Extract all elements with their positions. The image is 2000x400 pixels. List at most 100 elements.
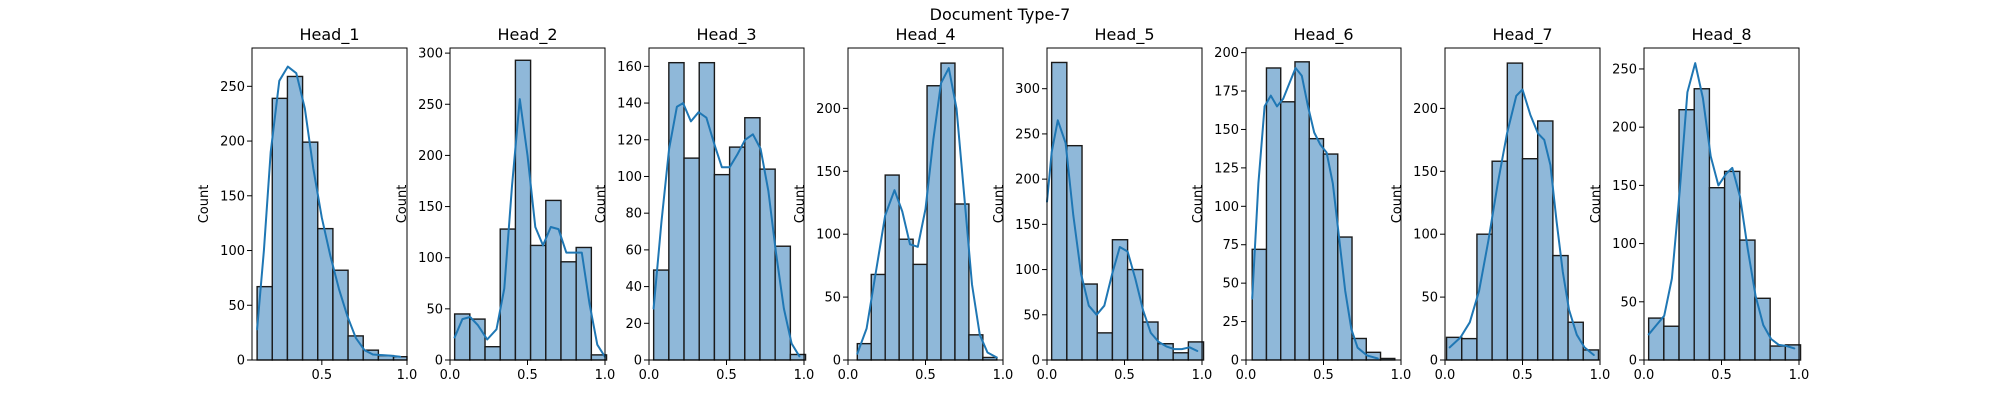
y-tick-label: 200 bbox=[418, 149, 443, 164]
histogram-bar bbox=[1111, 239, 1129, 361]
histogram-bar bbox=[1739, 239, 1756, 361]
subplot-2: Head_2 0.0 0.5 1.0 0 50 100 150 200 250 300 Count bbox=[395, 25, 615, 383]
y-tick-label: 0 bbox=[1629, 354, 1637, 369]
y-tick-label: 150 bbox=[220, 189, 245, 204]
y-tick-label: 250 bbox=[220, 80, 245, 95]
x-tick-label: 1.0 bbox=[1590, 368, 1611, 383]
histogram-bar bbox=[728, 146, 746, 361]
histogram-bar bbox=[898, 238, 914, 361]
x-tick-label: 0.0 bbox=[1435, 368, 1456, 383]
x-tick-label: 0.0 bbox=[1037, 368, 1058, 383]
x-tick-label: 0.5 bbox=[517, 368, 538, 383]
histogram-bar bbox=[514, 59, 532, 361]
histogram-bar bbox=[1476, 233, 1493, 361]
y-tick-label: 0 bbox=[634, 354, 642, 369]
kde-curve bbox=[1046, 119, 1199, 352]
histogram-bar bbox=[1142, 321, 1159, 361]
x-tick-label: 0.5 bbox=[1512, 368, 1533, 383]
x-tick-label: 0.0 bbox=[639, 368, 660, 383]
histogram-bar bbox=[347, 335, 364, 361]
histogram-bar bbox=[545, 199, 562, 361]
kde-curve bbox=[256, 65, 402, 358]
histogram-bar bbox=[1172, 352, 1190, 361]
y-tick-label: 150 bbox=[816, 165, 841, 180]
histogram-bar bbox=[1050, 61, 1068, 361]
histogram-bar bbox=[1552, 254, 1569, 361]
y-tick-label: 50 bbox=[426, 302, 443, 317]
y-tick-label: 200 bbox=[220, 135, 245, 150]
y-tick-label: 0 bbox=[1231, 354, 1239, 369]
y-tick-label: 100 bbox=[1214, 200, 1239, 215]
histogram-bar bbox=[286, 75, 304, 361]
y-tick-label: 50 bbox=[1620, 295, 1637, 310]
histogram-bar bbox=[301, 141, 319, 361]
subplot-6: Head_6 0.0 0.5 1.0 0 25 50 75 100 125 150 175 200 Cou… bbox=[1191, 25, 1411, 383]
y-tick-label: 0 bbox=[1032, 354, 1040, 369]
y-tick-label: 100 bbox=[220, 244, 245, 259]
histogram-bar bbox=[884, 174, 900, 361]
y-tick-label: 75 bbox=[1222, 238, 1239, 253]
y-tick-label: 200 bbox=[1015, 173, 1040, 188]
histogram-bar bbox=[1723, 170, 1741, 361]
y-tick-label: 120 bbox=[617, 133, 642, 148]
y-axis-label: Count bbox=[197, 185, 212, 224]
histogram-bar bbox=[1521, 158, 1539, 361]
kde-curve bbox=[453, 98, 606, 358]
histogram-bar bbox=[1280, 101, 1296, 361]
y-tick-label: 40 bbox=[625, 280, 642, 295]
y-tick-label: 0 bbox=[237, 354, 245, 369]
y-tick-label: 50 bbox=[1421, 291, 1438, 306]
y-tick-label: 150 bbox=[1015, 218, 1040, 233]
subplot-title: Head_3 bbox=[696, 25, 756, 45]
y-axis-label: Count bbox=[1191, 185, 1206, 224]
histogram-bar bbox=[332, 269, 349, 361]
y-tick-label: 200 bbox=[1413, 102, 1438, 117]
subplot-5: Head_5 0.0 0.5 1.0 0 50 100 150 200 250 300 Count bbox=[992, 25, 1212, 383]
histogram-bar bbox=[1096, 332, 1114, 361]
subplot-title: Head_6 bbox=[1293, 25, 1353, 45]
axes-frame bbox=[251, 47, 408, 361]
y-tick-label: 150 bbox=[1413, 165, 1438, 180]
histogram-bar bbox=[713, 173, 731, 361]
subplot-8: Head_8 0.0 0.5 1.0 0 50 100 150 200 250 Count bbox=[1589, 25, 1809, 383]
histogram-bar bbox=[271, 97, 289, 361]
figure-title: Document Type-7 bbox=[930, 5, 1071, 24]
panels: Head_10.5 1.0050100150200250CountHead_20.… bbox=[197, 25, 1809, 383]
y-axis-label: Count bbox=[793, 185, 808, 224]
y-tick-label: 200 bbox=[816, 102, 841, 117]
kde-curve bbox=[1251, 67, 1379, 360]
y-tick-label: 160 bbox=[617, 60, 642, 75]
y-axis-label: Count bbox=[1589, 185, 1604, 224]
y-axis-label: Count bbox=[992, 185, 1007, 224]
histogram-bar bbox=[484, 346, 501, 361]
y-tick-label: 50 bbox=[228, 299, 245, 314]
x-tick-label: 1.0 bbox=[794, 368, 815, 383]
y-tick-label: 100 bbox=[418, 251, 443, 266]
histogram-bar bbox=[560, 261, 577, 361]
histogram-bar bbox=[1769, 345, 1787, 361]
y-tick-label: 80 bbox=[625, 207, 642, 222]
histogram-bar bbox=[940, 62, 956, 361]
subplot-7: Head_7 0.0 0.5 1.0 0 50 100 150 200 Count bbox=[1390, 25, 1610, 383]
x-tick-label: 1.0 bbox=[595, 368, 616, 383]
y-tick-label: 150 bbox=[1214, 123, 1239, 138]
x-tick-label: 0.0 bbox=[838, 368, 859, 383]
y-tick-label: 0 bbox=[833, 354, 841, 369]
y-axis-label: Count bbox=[594, 185, 609, 224]
kde-curve bbox=[1448, 88, 1595, 356]
histogram-bar bbox=[1265, 67, 1282, 361]
subplot-3: Head_3 0.0 0.5 1.0 0 20 40 60 80 100 120 140 160 Coun… bbox=[594, 25, 814, 383]
subplot-1: Head_1 0.5 1.0 0 50 100 150 200 250 Count bbox=[197, 25, 417, 383]
histogram-bar bbox=[1678, 109, 1695, 361]
subplot-4: Head_4 0.0 0.5 1.0 0 50 100 150 200 Count bbox=[793, 25, 1013, 383]
subplot-title: Head_8 bbox=[1691, 25, 1751, 45]
y-tick-label: 20 bbox=[625, 317, 642, 332]
y-tick-label: 175 bbox=[1214, 85, 1239, 100]
y-tick-label: 100 bbox=[816, 228, 841, 243]
y-tick-label: 250 bbox=[1612, 62, 1637, 77]
histogram-bar bbox=[698, 61, 716, 361]
y-tick-label: 0 bbox=[1430, 354, 1438, 369]
y-tick-label: 50 bbox=[1222, 277, 1239, 292]
subplot-title: Head_1 bbox=[299, 25, 359, 45]
